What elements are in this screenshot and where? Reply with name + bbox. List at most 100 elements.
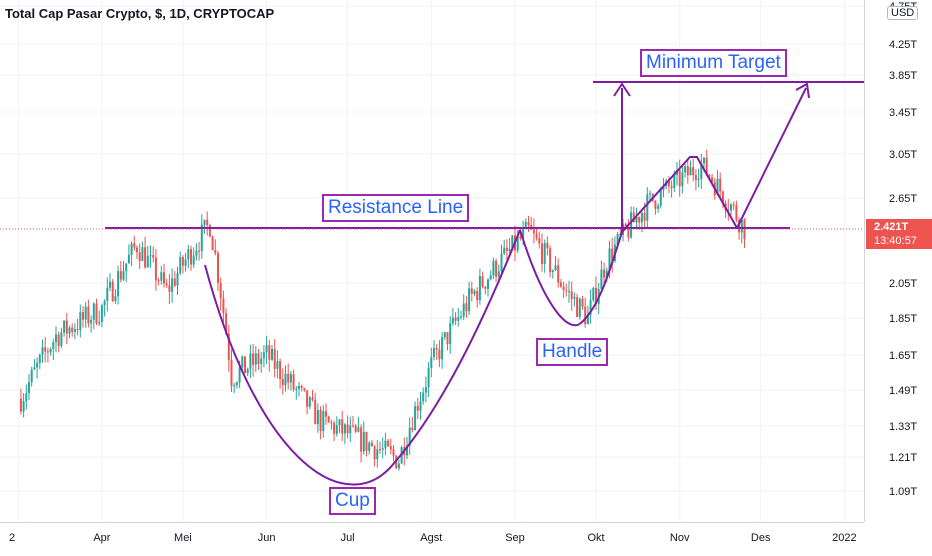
candle-body xyxy=(36,363,39,368)
candle-body xyxy=(271,348,273,360)
candle-body xyxy=(295,388,298,390)
candle-body xyxy=(703,157,705,164)
x-tick-label: Agst xyxy=(420,532,442,544)
candle-body xyxy=(308,397,311,407)
candle-body xyxy=(670,186,673,188)
candle-body xyxy=(335,425,338,434)
candle-body xyxy=(689,167,692,176)
x-tick-label: 2 xyxy=(9,532,15,544)
candle-body xyxy=(327,416,330,423)
candle-body xyxy=(586,314,589,325)
candle-body xyxy=(254,353,257,365)
candle-body xyxy=(730,204,732,211)
candle-body xyxy=(430,356,433,368)
candle-body xyxy=(468,288,471,312)
candle-body xyxy=(314,399,317,425)
candle-body xyxy=(600,269,603,290)
candle-body xyxy=(705,157,708,175)
candle-body xyxy=(616,233,619,245)
projection-arrow-head xyxy=(795,82,810,99)
flag-lines xyxy=(621,156,738,233)
candle-body xyxy=(570,291,573,299)
candle-body xyxy=(22,401,25,412)
candle-body xyxy=(559,282,562,287)
candle-body xyxy=(349,425,352,434)
candle-body xyxy=(419,401,422,411)
candle-body xyxy=(605,270,608,278)
candle-body xyxy=(387,440,390,447)
candle-body xyxy=(55,334,57,343)
candle-body xyxy=(422,392,425,402)
candle-body xyxy=(341,419,344,434)
candle-body xyxy=(519,236,522,239)
projection-arrow xyxy=(736,87,807,229)
candle-body xyxy=(114,296,117,302)
candle-body xyxy=(154,257,157,281)
y-tick-label: 3.85T xyxy=(889,70,917,82)
candle-body xyxy=(152,255,155,258)
candle-body xyxy=(125,263,128,272)
candle-body xyxy=(95,303,98,324)
y-tick-label: 1.33T xyxy=(889,421,917,433)
candle-body xyxy=(716,178,719,195)
candle-body xyxy=(163,272,165,284)
candle-body xyxy=(562,286,565,291)
candle-body xyxy=(352,425,354,427)
time-axis[interactable]: 2 Apr Mei Jun Jul Agst Sep Okt Nov Des 2022 xyxy=(0,522,864,551)
candle-body xyxy=(343,424,346,434)
candle-body xyxy=(595,287,597,305)
candle-body xyxy=(497,271,500,277)
candle-body xyxy=(441,337,444,360)
candle-body xyxy=(71,327,74,332)
measure-arrow-head xyxy=(613,82,631,97)
candle-body xyxy=(406,445,408,456)
x-tick-label: Sep xyxy=(505,532,525,544)
candle-body xyxy=(211,236,214,251)
candle-body xyxy=(46,351,49,353)
candle-body xyxy=(298,385,300,389)
candle-body xyxy=(476,291,479,301)
candle-body xyxy=(389,446,392,450)
candle-body xyxy=(568,291,570,293)
cup-curve xyxy=(204,229,521,486)
price-axis[interactable]: 4.75T4.25T3.85T3.45T3.05T2.65T2.05T1.85T… xyxy=(864,0,932,522)
candle-body xyxy=(25,393,28,402)
candle-body xyxy=(244,356,246,374)
candle-body xyxy=(273,348,276,369)
candle-body xyxy=(500,253,503,272)
x-tick-label: Okt xyxy=(587,532,604,544)
candle-body xyxy=(76,329,79,331)
candle-body xyxy=(230,359,233,387)
candle-body xyxy=(357,427,360,432)
candle-body xyxy=(325,411,327,417)
candle-body xyxy=(306,390,309,407)
candle-body xyxy=(608,248,611,271)
candle-body xyxy=(260,358,263,365)
candle-body xyxy=(640,212,643,223)
candle-body xyxy=(192,255,195,265)
currency-badge[interactable]: USD xyxy=(887,6,919,20)
y-tick-label: 1.65T xyxy=(889,350,917,362)
candle-body xyxy=(84,306,87,320)
candle-body xyxy=(149,255,152,257)
y-tick-label: 3.45T xyxy=(889,107,917,119)
candle-body xyxy=(516,236,519,251)
candle-body xyxy=(708,174,711,178)
candle-body xyxy=(311,397,314,400)
candle-body xyxy=(524,221,527,229)
candle-body xyxy=(711,177,714,183)
candle-body xyxy=(667,180,670,187)
candle-body xyxy=(187,249,190,260)
last-price-value: 2.421T xyxy=(874,221,909,233)
handle-curve xyxy=(519,229,623,327)
candle-body xyxy=(49,348,52,353)
candle-body xyxy=(100,305,103,322)
candle-body xyxy=(735,205,738,220)
candle-body xyxy=(265,345,268,353)
candle-body xyxy=(686,166,689,176)
candle-body xyxy=(392,449,395,456)
candle-body xyxy=(249,353,252,369)
y-tick-label: 4.25T xyxy=(889,39,917,51)
candle-body xyxy=(322,411,325,432)
